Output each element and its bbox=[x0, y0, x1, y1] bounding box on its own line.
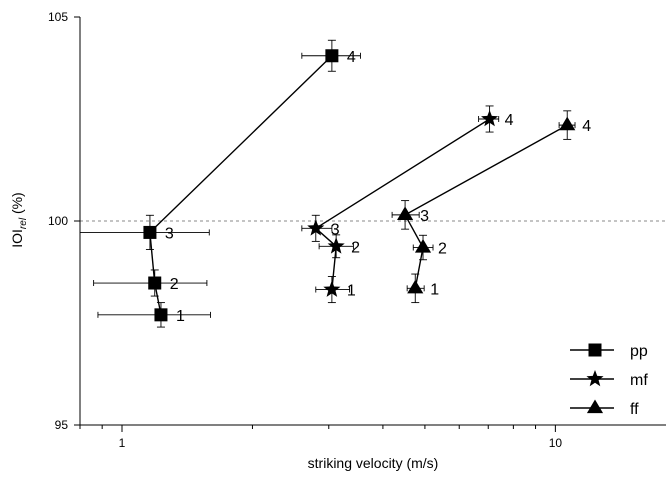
y-axis-label-unit: (%) bbox=[9, 192, 25, 218]
point-label: 1 bbox=[347, 283, 356, 300]
point-label: 2 bbox=[351, 239, 360, 256]
legend-item-ff: ff bbox=[570, 399, 639, 418]
legend: pp mf ff bbox=[570, 343, 648, 418]
y-axis-label: IOIrel (%) bbox=[9, 192, 29, 247]
square-marker bbox=[588, 343, 602, 357]
x-axis-label: striking velocity (m/s) bbox=[308, 455, 439, 471]
star-marker bbox=[586, 370, 604, 387]
triangle-marker bbox=[586, 399, 604, 414]
triangle-marker bbox=[407, 279, 424, 294]
point-label: 2 bbox=[170, 276, 179, 293]
point-label: 4 bbox=[347, 49, 356, 66]
star-marker bbox=[481, 110, 499, 127]
y-axis-label-subscript: rel bbox=[18, 217, 29, 229]
star-marker bbox=[323, 280, 341, 297]
legend-label: ff bbox=[630, 401, 639, 418]
series-ff: 1 23 4 bbox=[391, 110, 591, 304]
point-label: 1 bbox=[430, 281, 439, 298]
x-tick-label: 1 bbox=[119, 436, 126, 450]
y-tick-label: 100 bbox=[48, 214, 68, 228]
point-label: 2 bbox=[438, 241, 447, 258]
series-line bbox=[404, 124, 568, 289]
square-marker bbox=[148, 276, 162, 290]
point-label: 4 bbox=[582, 118, 591, 135]
error-bars bbox=[97, 302, 211, 328]
square-marker bbox=[143, 225, 157, 239]
y-axis-label-main: IOI bbox=[9, 229, 25, 248]
triangle-marker bbox=[414, 239, 432, 253]
square-marker bbox=[154, 308, 168, 322]
point-label: 3 bbox=[165, 225, 174, 242]
y-tick-label: 105 bbox=[48, 10, 68, 24]
x-tick-label: 10 bbox=[549, 436, 563, 450]
point-label: 1 bbox=[176, 308, 185, 325]
star-marker bbox=[307, 219, 325, 236]
square-marker bbox=[325, 49, 339, 63]
point-label: 4 bbox=[505, 112, 514, 129]
triangle-marker bbox=[397, 206, 414, 220]
legend-item-pp: pp bbox=[570, 343, 648, 360]
triangle-marker bbox=[559, 116, 576, 131]
y-tick-label: 95 bbox=[55, 418, 69, 432]
star-marker bbox=[327, 237, 345, 254]
series-line bbox=[314, 118, 490, 290]
point-label: 3 bbox=[420, 208, 429, 225]
series-line bbox=[149, 55, 333, 315]
point-label: 3 bbox=[331, 221, 340, 238]
legend-item-mf: mf bbox=[570, 370, 648, 389]
legend-label: pp bbox=[630, 343, 648, 360]
legend-label: mf bbox=[630, 372, 648, 389]
